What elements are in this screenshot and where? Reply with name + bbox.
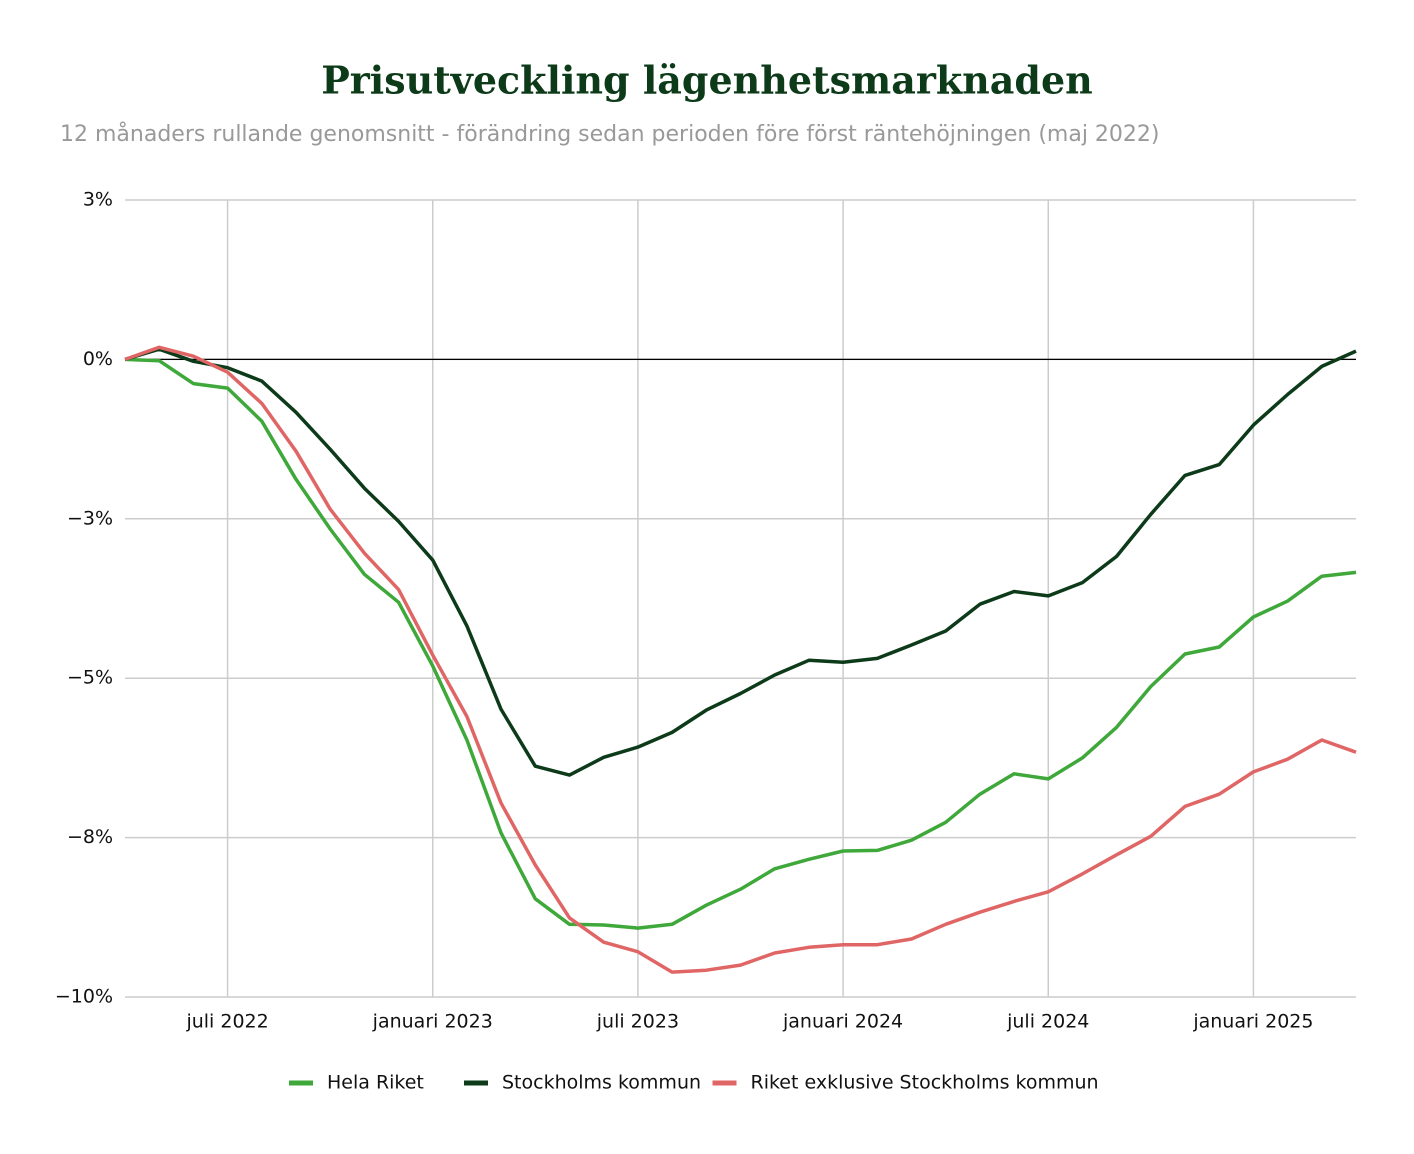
y-tick-label: 0% xyxy=(83,348,113,370)
y-tick-label: −8% xyxy=(67,826,113,848)
chart-title: Prisutveckling lägenhetsmarknaden xyxy=(321,58,1093,103)
x-tick-label: januari 2023 xyxy=(372,1011,493,1033)
x-tick-label: januari 2025 xyxy=(1192,1011,1313,1033)
chart-subtitle: 12 månaders rullande genomsnitt - föränd… xyxy=(60,121,1160,147)
series-line xyxy=(124,347,1357,777)
series-line xyxy=(124,345,1357,974)
series-line xyxy=(124,357,1357,930)
legend-label: Stockholms kommun xyxy=(502,1072,701,1094)
x-tick-label: juli 2024 xyxy=(1006,1011,1089,1033)
y-tick-label: −10% xyxy=(55,986,113,1008)
y-tick-label: −5% xyxy=(67,667,113,689)
y-tick-label: −3% xyxy=(67,507,113,529)
x-tick-label: juli 2022 xyxy=(185,1011,268,1033)
y-tick-label: 3% xyxy=(83,189,113,211)
x-tick-label: januari 2024 xyxy=(782,1011,903,1033)
x-tick-label: juli 2023 xyxy=(596,1011,679,1033)
legend-label: Riket exklusive Stockholms kommun xyxy=(751,1072,1099,1094)
legend-label: Hela Riket xyxy=(327,1072,424,1094)
